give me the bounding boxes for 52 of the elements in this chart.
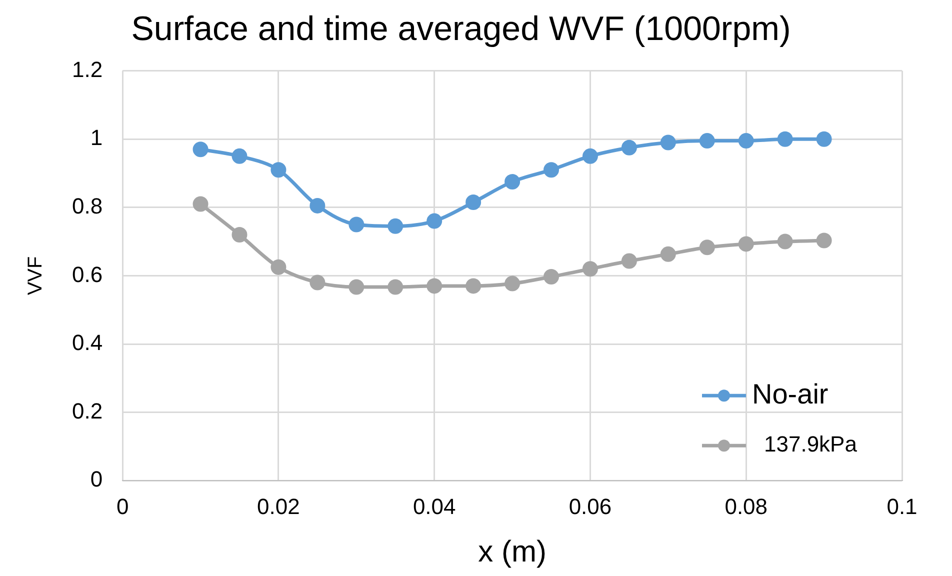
point (738, 133, 754, 149)
point (270, 259, 286, 275)
point (192, 196, 208, 212)
y-tick-label: 1 (90, 125, 103, 150)
y-tick-label: 0.6 (72, 262, 103, 287)
point (348, 279, 364, 295)
point (582, 261, 598, 277)
point (348, 216, 364, 232)
y-tick-label: 1.2 (72, 56, 103, 82)
legend-label: 137.9kPa (764, 432, 858, 457)
point (777, 234, 793, 250)
x-tick-label: 0.02 (257, 494, 300, 519)
y-axis-title: VVF (24, 256, 47, 296)
point (816, 131, 832, 147)
point (270, 162, 286, 178)
point (660, 134, 676, 150)
point (426, 278, 442, 294)
chart-title: Surface and time averaged WVF (1000rpm) (131, 10, 791, 48)
x-tick-label: 0 (116, 494, 129, 519)
point (192, 142, 208, 158)
x-tick-label: 0.1 (886, 494, 918, 519)
point (504, 174, 520, 190)
point (582, 148, 598, 164)
point (544, 162, 560, 178)
legend-label: No-air (752, 378, 828, 410)
point (232, 148, 248, 164)
x-tick-label: 0.04 (412, 494, 456, 519)
y-tick-label: 0 (90, 466, 103, 492)
x-tick-label: 0.08 (724, 494, 768, 519)
point (310, 198, 326, 214)
point (388, 279, 404, 295)
point (388, 218, 404, 234)
point (621, 253, 637, 269)
point (777, 131, 793, 147)
x-tick-label: 0.06 (568, 494, 612, 519)
point (699, 240, 715, 256)
point (426, 213, 442, 229)
point (310, 274, 326, 290)
point (660, 246, 676, 262)
point (621, 140, 637, 156)
point (816, 232, 832, 248)
y-tick-label: 0.2 (72, 398, 103, 424)
point (544, 268, 560, 284)
point (738, 236, 754, 252)
point (232, 226, 248, 242)
point (504, 276, 520, 292)
y-tick-label: 0.4 (72, 330, 103, 356)
point (466, 194, 482, 210)
x-axis-title: x (m) (478, 535, 546, 568)
point (699, 133, 715, 149)
y-tick-label: 0.8 (72, 193, 103, 218)
point (466, 278, 482, 294)
